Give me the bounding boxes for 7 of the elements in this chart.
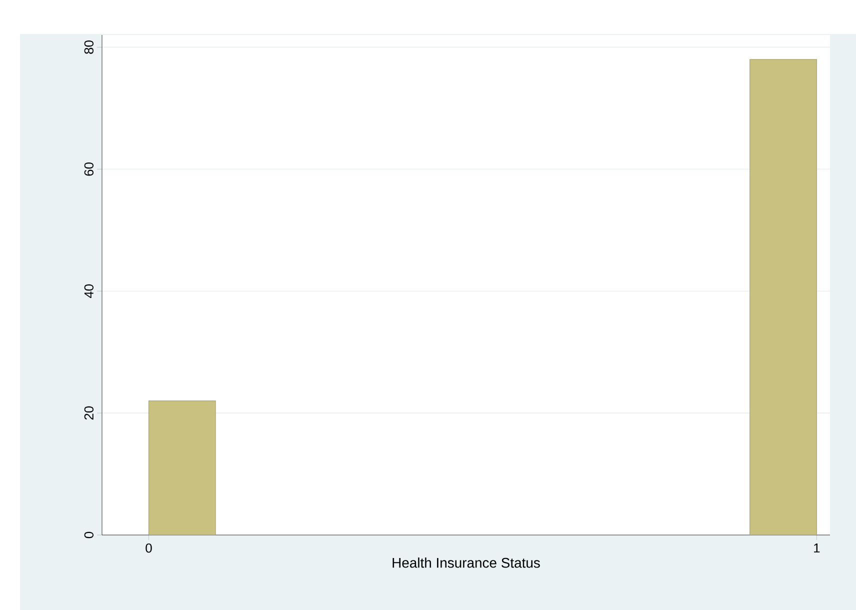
y-tick-label: 80 — [84, 40, 94, 54]
x-axis-title: Health Insurance Status — [392, 558, 540, 568]
y-tick-label: 0 — [84, 532, 94, 538]
y-tick-label: 20 — [84, 406, 94, 420]
y-tick-label: 60 — [84, 162, 94, 176]
x-tick-label: 1 — [814, 544, 820, 552]
y-tick-label: 40 — [84, 284, 94, 298]
